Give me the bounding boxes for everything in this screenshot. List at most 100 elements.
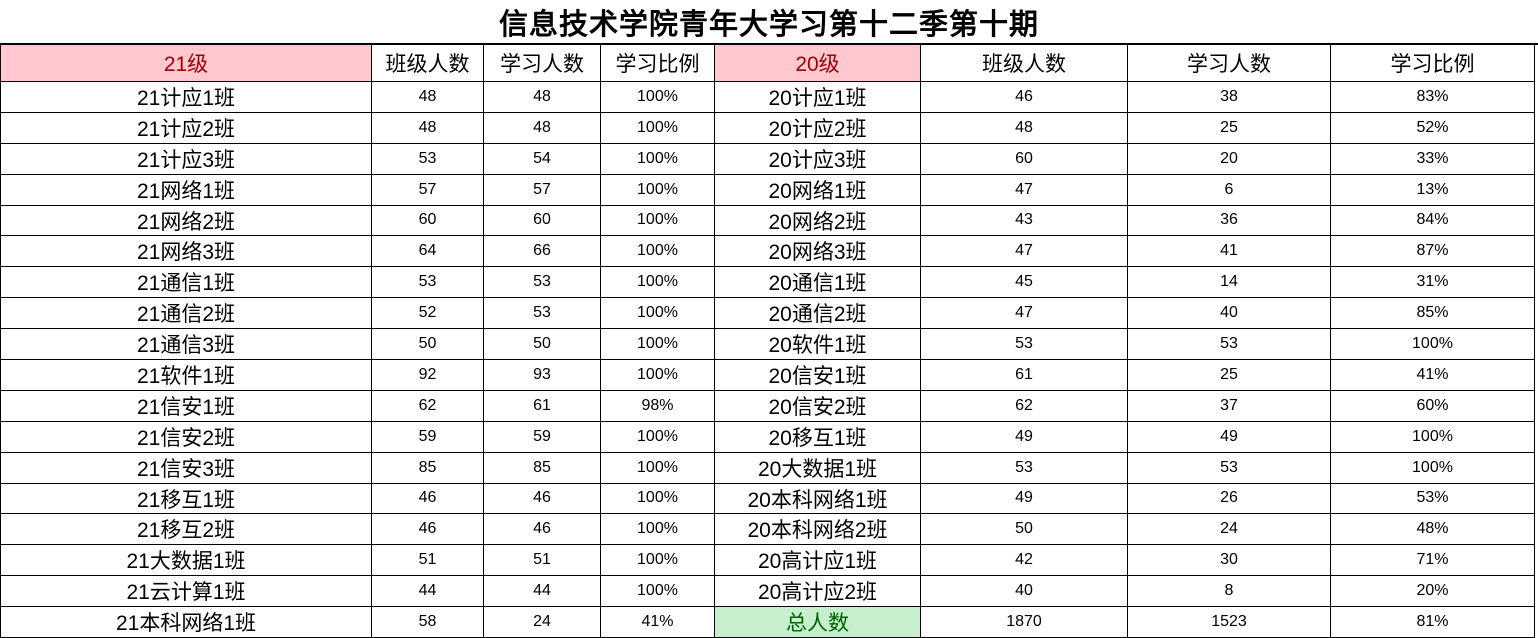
class-size-cell: 51 bbox=[372, 545, 484, 577]
class-name-cell: 20通信1班 bbox=[715, 267, 921, 299]
learners-cell: 53 bbox=[484, 267, 601, 299]
learners-cell: 48 bbox=[484, 112, 601, 144]
ratio-cell: 100% bbox=[601, 452, 715, 484]
col-header-learners-20: 学习人数 bbox=[1128, 45, 1331, 82]
learners-cell: 36 bbox=[1128, 205, 1331, 237]
class-size-cell: 53 bbox=[372, 143, 484, 175]
learners-cell: 53 bbox=[484, 298, 601, 330]
total-class-size-cell: 1870 bbox=[921, 607, 1128, 638]
class-name-cell: 21软件1班 bbox=[1, 360, 372, 391]
ratio-cell: 53% bbox=[1331, 483, 1535, 515]
learners-cell: 57 bbox=[484, 174, 601, 206]
class-size-cell: 92 bbox=[372, 360, 484, 391]
ratio-cell: 83% bbox=[1331, 82, 1535, 113]
class-size-cell: 52 bbox=[372, 298, 484, 330]
class-name-cell: 21通信2班 bbox=[1, 298, 372, 330]
class-name-cell: 20计应3班 bbox=[715, 143, 921, 175]
learners-cell: 46 bbox=[484, 514, 601, 546]
class-size-cell: 59 bbox=[372, 421, 484, 453]
class-name-cell: 21本科网络1班 bbox=[1, 607, 372, 638]
ratio-cell: 100% bbox=[601, 483, 715, 515]
ratio-cell: 100% bbox=[601, 329, 715, 360]
total-ratio-cell: 81% bbox=[1331, 607, 1535, 638]
class-name-cell: 21通信1班 bbox=[1, 267, 372, 299]
class-name-cell: 21网络2班 bbox=[1, 205, 372, 237]
class-name-cell: 21大数据1班 bbox=[1, 545, 372, 577]
learners-cell: 59 bbox=[484, 421, 601, 453]
class-size-cell: 60 bbox=[372, 205, 484, 237]
class-name-cell: 21网络3班 bbox=[1, 236, 372, 268]
learners-cell: 25 bbox=[1128, 360, 1331, 391]
learners-cell: 49 bbox=[1128, 421, 1331, 453]
learners-cell: 14 bbox=[1128, 267, 1331, 299]
learners-cell: 53 bbox=[1128, 329, 1331, 360]
class-size-cell: 53 bbox=[921, 452, 1128, 484]
ratio-cell: 100% bbox=[1331, 329, 1535, 360]
class-size-cell: 53 bbox=[921, 329, 1128, 360]
col-header-ratio-20: 学习比例 bbox=[1331, 45, 1535, 82]
class-size-cell: 50 bbox=[372, 329, 484, 360]
ratio-cell: 31% bbox=[1331, 267, 1535, 299]
class-name-cell: 21信安2班 bbox=[1, 421, 372, 453]
class-size-cell: 49 bbox=[921, 483, 1128, 515]
ratio-cell: 100% bbox=[601, 360, 715, 391]
col-header-class-size-21: 班级人数 bbox=[372, 45, 484, 82]
group-header-21: 21级 bbox=[1, 45, 372, 82]
learners-cell: 8 bbox=[1128, 576, 1331, 608]
class-size-cell: 47 bbox=[921, 298, 1128, 330]
class-size-cell: 42 bbox=[921, 545, 1128, 577]
ratio-cell: 41% bbox=[1331, 360, 1535, 391]
class-name-cell: 20本科网络1班 bbox=[715, 483, 921, 515]
ratio-cell: 100% bbox=[601, 267, 715, 299]
class-name-cell: 20计应2班 bbox=[715, 112, 921, 144]
class-size-cell: 43 bbox=[921, 205, 1128, 237]
class-size-cell: 44 bbox=[372, 576, 484, 608]
class-size-cell: 53 bbox=[372, 267, 484, 299]
class-name-cell: 20高计应1班 bbox=[715, 545, 921, 577]
class-size-cell: 58 bbox=[372, 607, 484, 638]
class-size-cell: 40 bbox=[921, 576, 1128, 608]
class-size-cell: 48 bbox=[372, 82, 484, 113]
class-name-cell: 20通信2班 bbox=[715, 298, 921, 330]
learners-cell: 51 bbox=[484, 545, 601, 577]
class-size-cell: 45 bbox=[921, 267, 1128, 299]
ratio-cell: 71% bbox=[1331, 545, 1535, 577]
col-header-learners-21: 学习人数 bbox=[484, 45, 601, 82]
learners-cell: 20 bbox=[1128, 143, 1331, 175]
ratio-cell: 87% bbox=[1331, 236, 1535, 268]
class-name-cell: 20高计应2班 bbox=[715, 576, 921, 608]
ratio-cell: 98% bbox=[601, 390, 715, 422]
class-name-cell: 20信安2班 bbox=[715, 390, 921, 422]
ratio-cell: 100% bbox=[601, 236, 715, 268]
learners-cell: 54 bbox=[484, 143, 601, 175]
col-header-ratio-21: 学习比例 bbox=[601, 45, 715, 82]
class-name-cell: 21计应2班 bbox=[1, 112, 372, 144]
learners-cell: 85 bbox=[484, 452, 601, 484]
ratio-cell: 100% bbox=[601, 514, 715, 546]
class-size-cell: 48 bbox=[372, 112, 484, 144]
class-size-cell: 60 bbox=[921, 143, 1128, 175]
ratio-cell: 100% bbox=[1331, 452, 1535, 484]
class-name-cell: 21通信3班 bbox=[1, 329, 372, 360]
class-size-cell: 64 bbox=[372, 236, 484, 268]
class-name-cell: 21云计算1班 bbox=[1, 576, 372, 608]
ratio-cell: 100% bbox=[601, 143, 715, 175]
learners-cell: 53 bbox=[1128, 452, 1331, 484]
learners-cell: 30 bbox=[1128, 545, 1331, 577]
total-label-cell: 总人数 bbox=[715, 607, 921, 638]
ratio-cell: 41% bbox=[601, 607, 715, 638]
class-size-cell: 46 bbox=[921, 82, 1128, 113]
class-name-cell: 21信安1班 bbox=[1, 390, 372, 422]
class-size-cell: 61 bbox=[921, 360, 1128, 391]
ratio-cell: 100% bbox=[601, 112, 715, 144]
class-name-cell: 21计应3班 bbox=[1, 143, 372, 175]
ratio-cell: 100% bbox=[601, 205, 715, 237]
class-name-cell: 21信安3班 bbox=[1, 452, 372, 484]
class-name-cell: 21移互2班 bbox=[1, 514, 372, 546]
class-name-cell: 20网络3班 bbox=[715, 236, 921, 268]
class-size-cell: 62 bbox=[372, 390, 484, 422]
class-size-cell: 50 bbox=[921, 514, 1128, 546]
ratio-cell: 20% bbox=[1331, 576, 1535, 608]
class-size-cell: 46 bbox=[372, 483, 484, 515]
